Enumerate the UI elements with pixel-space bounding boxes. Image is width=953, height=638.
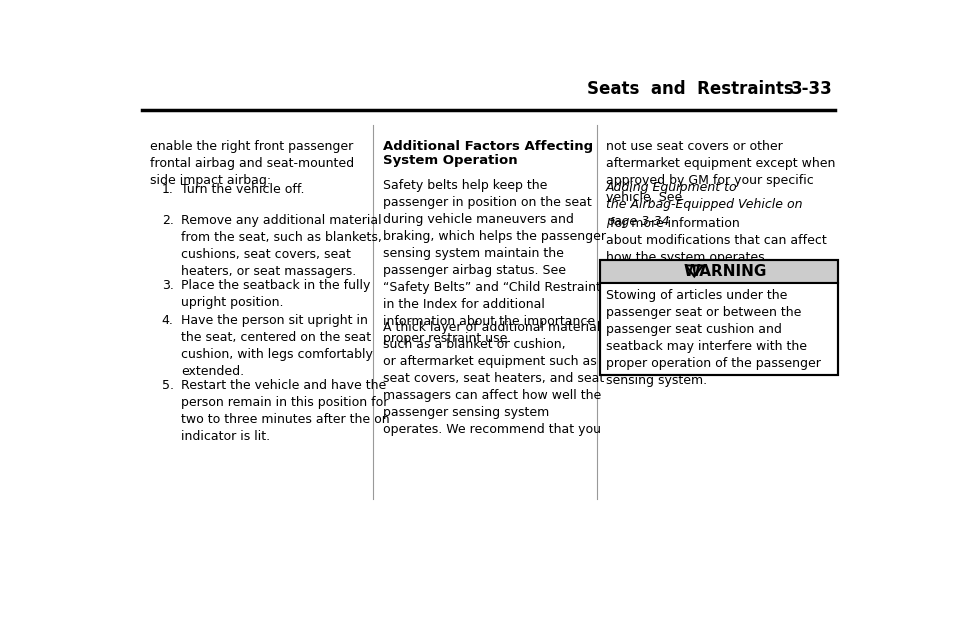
- Text: 2.: 2.: [162, 214, 173, 226]
- Text: Additional Factors Affecting: Additional Factors Affecting: [382, 140, 592, 154]
- Text: Stowing of articles under the
passenger seat or between the
passenger seat cushi: Stowing of articles under the passenger …: [605, 289, 820, 387]
- Text: Adding Equipment to
the Airbag-Equipped Vehicle on
page 3-34: Adding Equipment to the Airbag-Equipped …: [605, 181, 801, 228]
- Text: Safety belts help keep the
passenger in position on the seat
during vehicle mane: Safety belts help keep the passenger in …: [382, 179, 613, 345]
- Text: Restart the vehicle and have the
person remain in this position for
two to three: Restart the vehicle and have the person …: [181, 379, 390, 443]
- Text: Have the person sit upright in
the seat, centered on the seat
cushion, with legs: Have the person sit upright in the seat,…: [181, 314, 373, 378]
- Text: 3.: 3.: [162, 279, 173, 292]
- Text: enable the right front passenger
frontal airbag and seat-mounted
side impact air: enable the right front passenger frontal…: [150, 140, 354, 188]
- Text: Seats  and  Restraints: Seats and Restraints: [586, 80, 793, 98]
- Text: A thick layer of additional material,
such as a blanket or cushion,
or aftermark: A thick layer of additional material, su…: [382, 322, 603, 436]
- Bar: [599, 260, 838, 283]
- Text: Turn the vehicle off.: Turn the vehicle off.: [181, 183, 304, 196]
- Text: Remove any additional material
from the seat, such as blankets,
cushions, seat c: Remove any additional material from the …: [181, 214, 382, 278]
- Text: WARNING: WARNING: [683, 264, 766, 279]
- Text: !: !: [691, 265, 696, 276]
- Text: not use seat covers or other
aftermarket equipment except when
approved by GM fo: not use seat covers or other aftermarket…: [605, 140, 835, 204]
- Bar: [599, 260, 838, 375]
- Text: 3-33: 3-33: [790, 80, 831, 98]
- Text: Place the seatback in the fully
upright position.: Place the seatback in the fully upright …: [181, 279, 370, 309]
- Bar: [599, 283, 838, 375]
- Text: 1.: 1.: [162, 183, 173, 196]
- Text: System Operation: System Operation: [382, 154, 517, 167]
- Text: 5.: 5.: [162, 379, 173, 392]
- Text: 4.: 4.: [162, 314, 173, 327]
- Text: for more information
about modifications that can affect
how the system operates: for more information about modifications…: [605, 218, 826, 265]
